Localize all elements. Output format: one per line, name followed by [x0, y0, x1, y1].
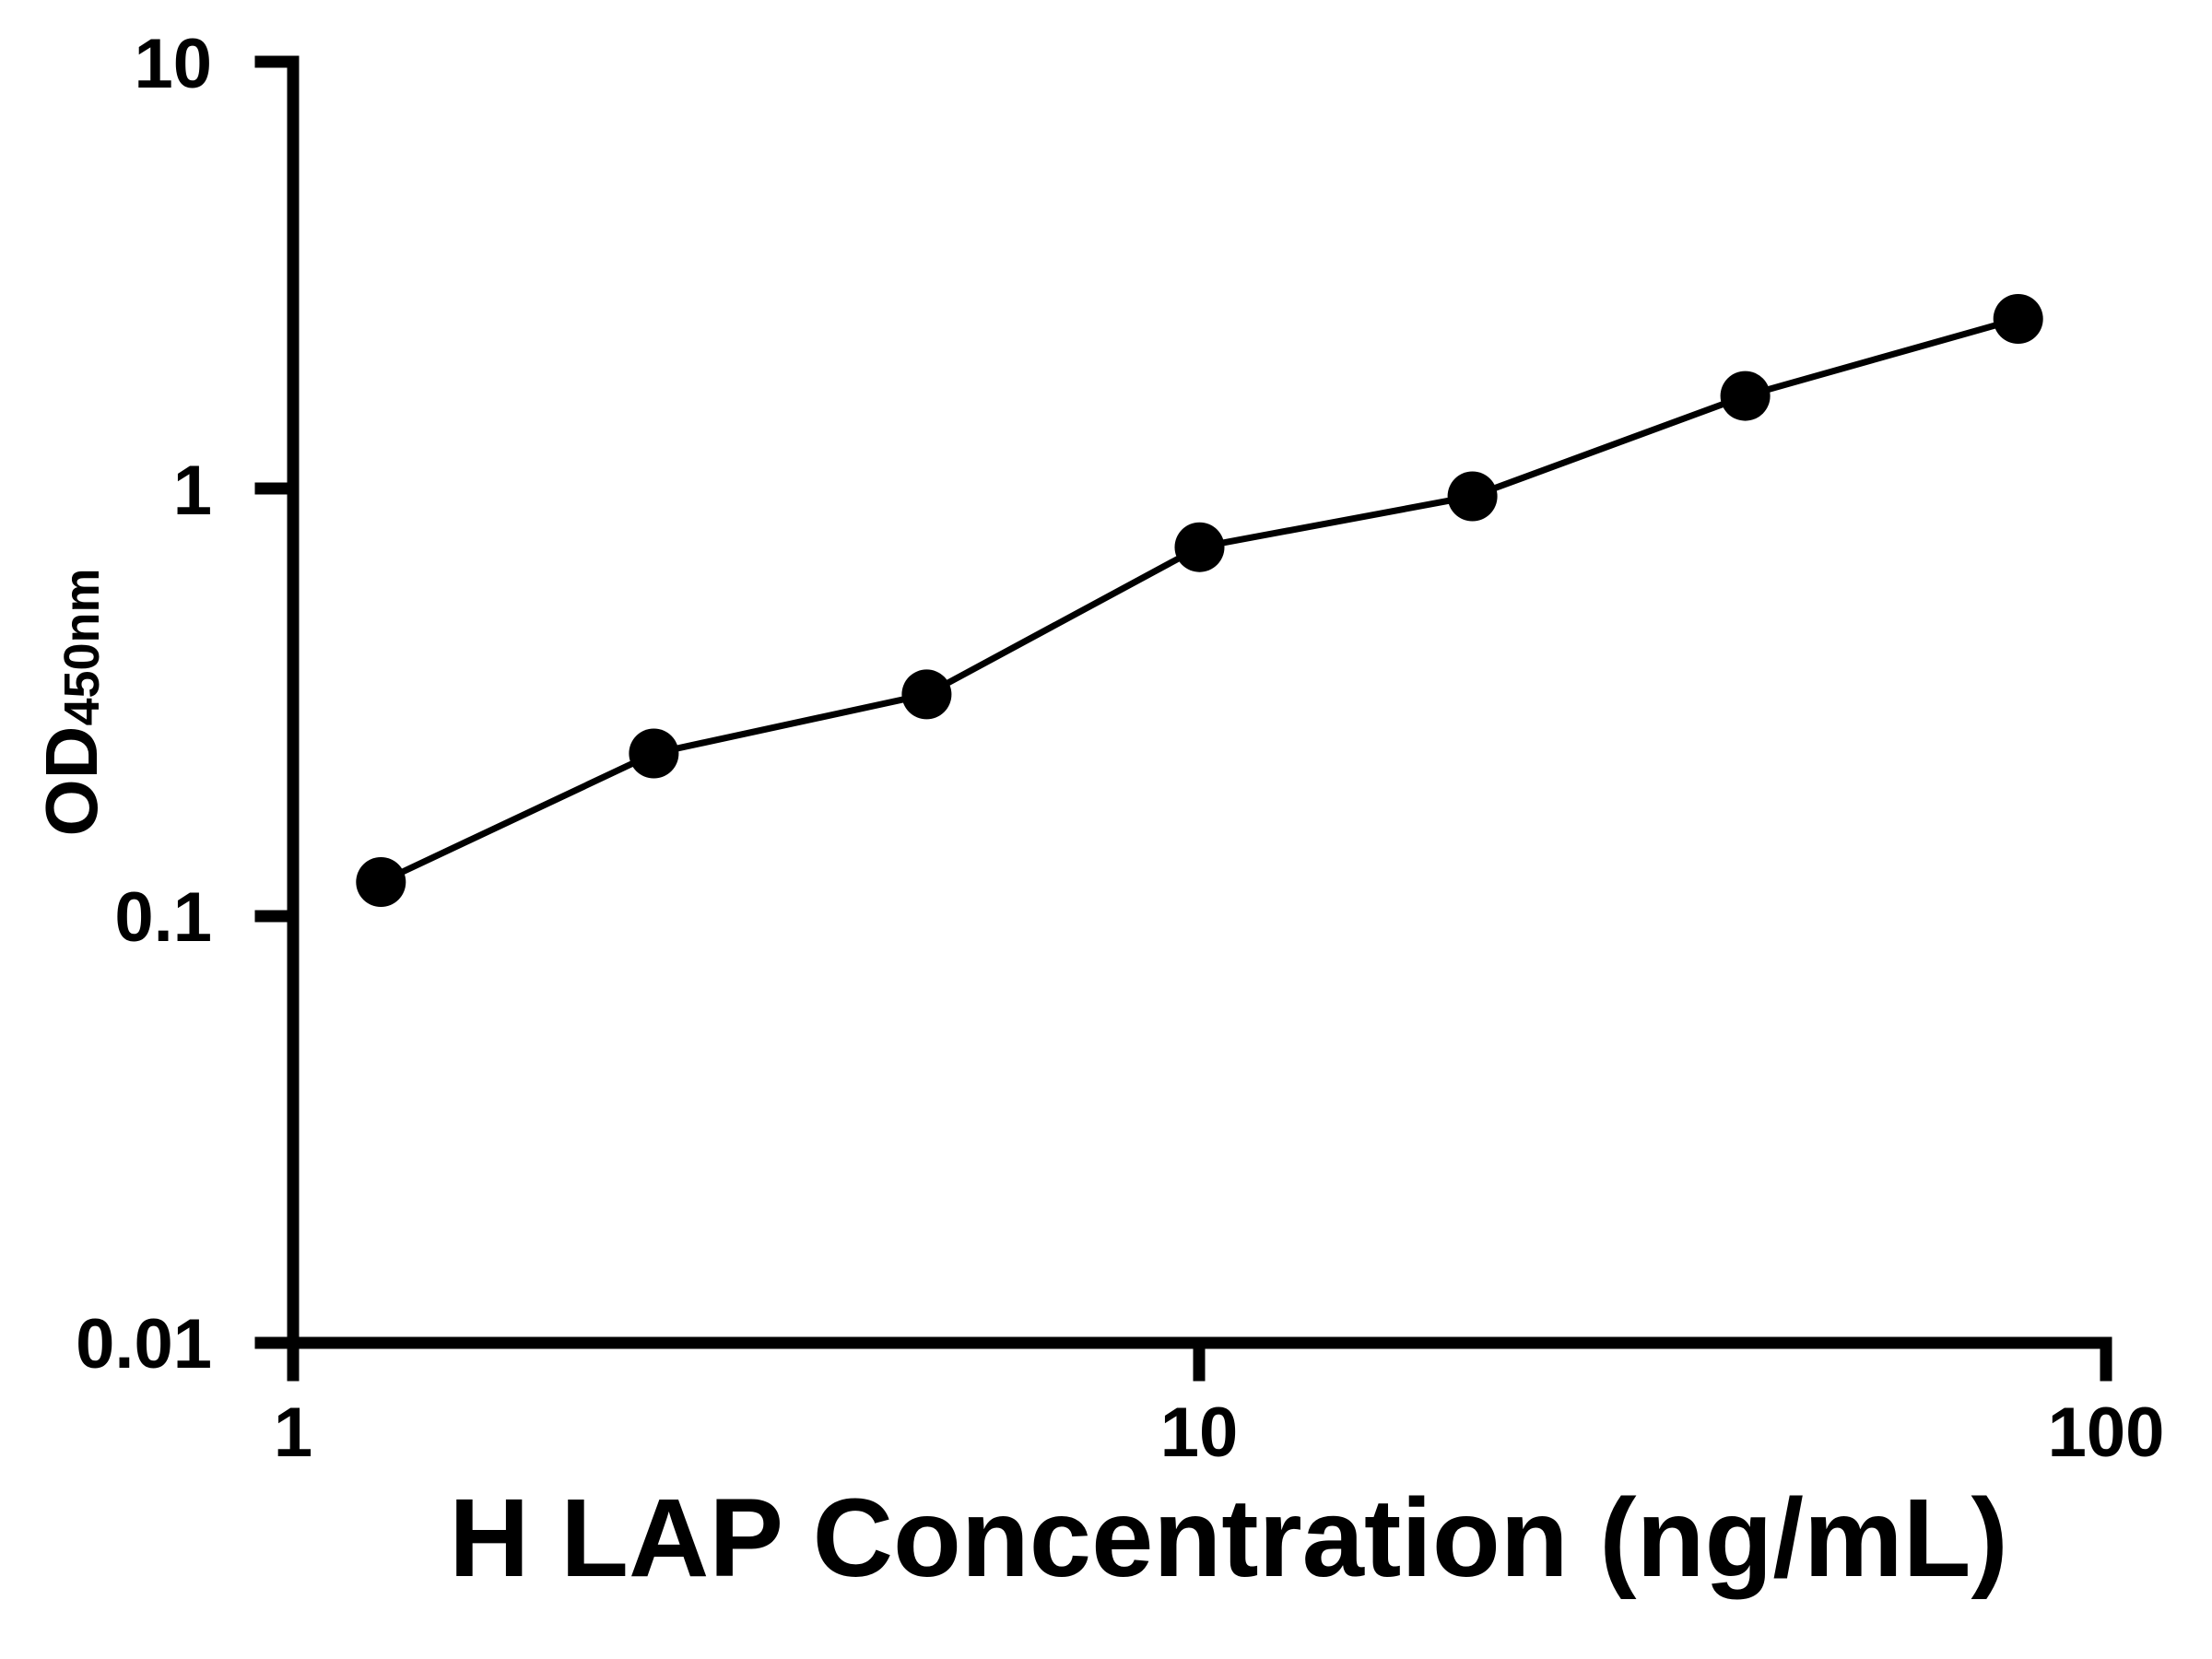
- svg-text:10: 10: [1160, 1394, 1239, 1472]
- svg-text:OD450nm: OD450nm: [30, 568, 112, 836]
- svg-text:0.01: 0.01: [76, 1305, 212, 1383]
- svg-text:1: 1: [274, 1394, 312, 1472]
- svg-text:0.1: 0.1: [114, 878, 212, 957]
- svg-text:H LAP Concentration (ng/mL): H LAP Concentration (ng/mL): [449, 1475, 2008, 1600]
- svg-text:1: 1: [173, 452, 212, 530]
- svg-text:100: 100: [2048, 1394, 2165, 1472]
- svg-text:10: 10: [134, 25, 212, 103]
